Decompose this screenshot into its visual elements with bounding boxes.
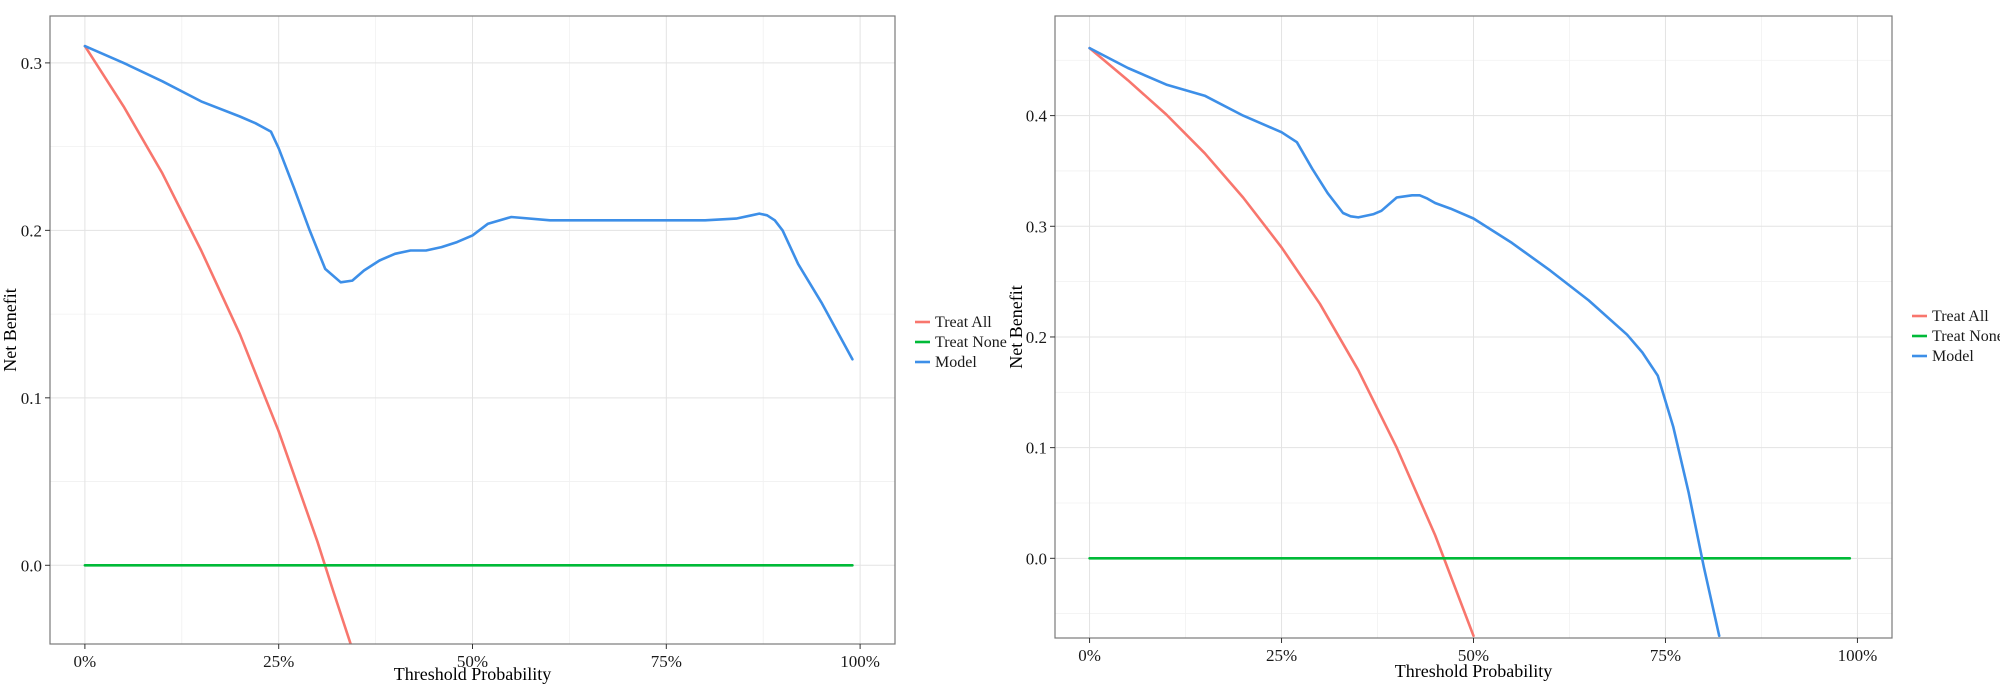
y-tick-label: 0.4 (1026, 107, 1048, 126)
series-line-treat-all (1088, 46, 1475, 638)
y-tick-label: 0.0 (1026, 549, 1047, 568)
legend: Treat All Treat None Model (1912, 308, 2000, 365)
y-tick-label: 0.3 (1026, 217, 1047, 236)
legend-label-treat-none: Treat None (1932, 328, 2000, 345)
series-line-model (83, 44, 854, 361)
x-tick-label: 100% (1838, 646, 1878, 665)
legend-label-model: Model (935, 354, 977, 371)
legend-label-treat-none: Treat None (935, 334, 1007, 351)
x-tick-label: 75% (651, 652, 682, 671)
x-tick-label: 0% (74, 652, 97, 671)
y-tick-label: 0.0 (21, 556, 42, 575)
series-line-model (1088, 46, 1721, 638)
legend-label-treat-all: Treat All (1932, 308, 1989, 325)
legend-label-treat-all: Treat All (935, 314, 992, 331)
x-tick-label: 50% (1458, 646, 1489, 665)
series-line-treat-all (83, 44, 353, 644)
y-tick-label: 0.3 (21, 54, 42, 73)
y-axis-title: Net Benefit (1006, 285, 1026, 368)
legend: Treat All Treat None Model (915, 314, 1007, 371)
chart-panel-2: 0% 25% 50% 75% 100% 0.0 0.1 0.2 0.3 0.4 Threshold … (1006, 15, 2000, 681)
x-tick-label: 25% (263, 652, 294, 671)
y-tick-label: 0.2 (1026, 328, 1047, 347)
legend-label-model: Model (1932, 348, 1974, 365)
x-axis-title: Threshold Probability (1395, 661, 1552, 681)
y-tick-label: 0.1 (21, 389, 42, 408)
y-tick-label: 0.1 (1026, 439, 1047, 458)
chart-panel-1: 0% 25% 50% 75% 100% 0.0 0.1 0.2 0.3 Threshold Pro… (0, 15, 1007, 684)
x-tick-label: 25% (1266, 646, 1297, 665)
x-axis-title: Threshold Probability (394, 664, 551, 684)
x-tick-label: 75% (1650, 646, 1681, 665)
y-tick-label: 0.2 (21, 221, 42, 240)
y-axis-title: Net Benefit (0, 288, 20, 371)
x-tick-label: 50% (457, 652, 488, 671)
x-tick-label: 0% (1078, 646, 1101, 665)
x-tick-label: 100% (840, 652, 880, 671)
